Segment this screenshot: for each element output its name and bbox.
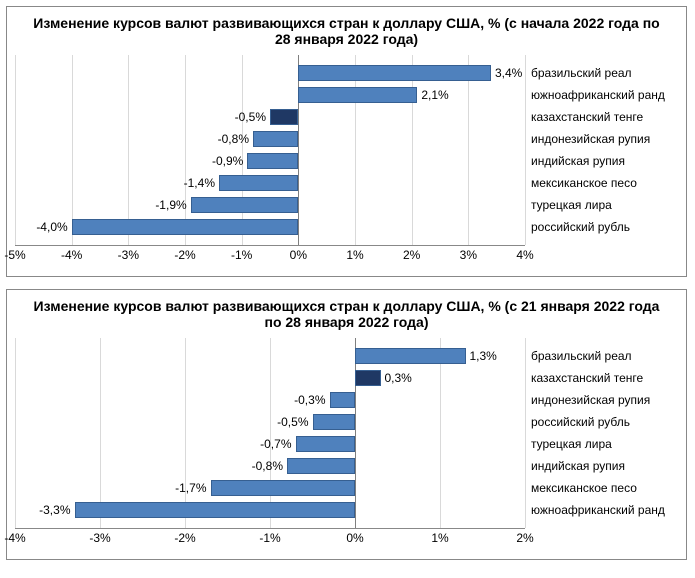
bar-value-label: -0,3% <box>294 392 325 408</box>
x-tick-label: 0% <box>290 248 307 262</box>
x-tick-label: 1% <box>431 531 448 545</box>
category-label: южноафриканский ранд <box>525 499 675 521</box>
bar <box>211 480 356 496</box>
plot-row: 1,3% 0,3% -0,3% -0,5% -0,7% -0,8% -1,7% -3,3% бр… <box>15 338 678 529</box>
plot-area: 3,4% 2,1% -0,5% -0,8% -0,9% -1,4% -1,9% -4,0% <box>15 55 525 246</box>
bar-value-label: 3,4% <box>495 65 522 81</box>
category-label: индонезийская рупия <box>525 128 675 150</box>
category-label: мексиканское песо <box>525 172 675 194</box>
gridline <box>128 55 129 245</box>
bar-value-label: -0,5% <box>235 109 266 125</box>
gridline <box>440 338 441 528</box>
bar-value-label: -1,4% <box>184 175 215 191</box>
gridline <box>525 55 526 245</box>
category-label: российский рубль <box>525 411 675 433</box>
plot-row: 3,4% 2,1% -0,5% -0,8% -0,9% -1,4% -1,9% -4,0% бр… <box>15 55 678 246</box>
gridline <box>15 338 16 528</box>
chart-title: Изменение курсов валют развивающихся стр… <box>25 15 668 47</box>
category-label: турецкая лира <box>525 433 675 455</box>
category-label: индийская рупия <box>525 455 675 477</box>
x-tick-label: -4% <box>61 248 82 262</box>
x-tick-label: 2% <box>516 531 533 545</box>
bar <box>313 414 356 430</box>
bar-value-label: -0,7% <box>260 436 291 452</box>
bar <box>355 348 466 364</box>
bar <box>219 175 298 191</box>
bar-value-label: -0,8% <box>252 458 283 474</box>
x-tick-label: 1% <box>346 248 363 262</box>
x-tick-label: -3% <box>118 248 139 262</box>
gridline <box>72 55 73 245</box>
category-label-column: бразильский реалюжноафриканский рандказа… <box>525 55 675 245</box>
x-tick-label: -1% <box>259 531 280 545</box>
chart-title: Изменение курсов валют развивающихся стр… <box>25 298 668 330</box>
bar <box>191 197 299 213</box>
gridline <box>15 55 16 245</box>
gridline <box>355 55 356 245</box>
bar-value-label: -1,7% <box>175 480 206 496</box>
x-tick-label: 0% <box>346 531 363 545</box>
category-label: южноафриканский ранд <box>525 84 675 106</box>
gridline <box>185 338 186 528</box>
bar <box>247 153 298 169</box>
bar <box>72 219 299 235</box>
gridline <box>412 55 413 245</box>
x-tick-label: 2% <box>403 248 420 262</box>
bar-value-label: 0,3% <box>385 370 412 386</box>
bar-value-label: -4,0% <box>36 219 67 235</box>
x-tick-label: -2% <box>174 248 195 262</box>
category-label: российский рубль <box>525 216 675 238</box>
bar-value-label: -3,3% <box>39 502 70 518</box>
x-tick-label: -3% <box>89 531 110 545</box>
category-label: индонезийская рупия <box>525 389 675 411</box>
gridline <box>270 338 271 528</box>
chart-panel: Изменение курсов валют развивающихся стр… <box>6 289 687 560</box>
bar-value-label: 1,3% <box>470 348 497 364</box>
bar <box>298 87 417 103</box>
bar <box>296 436 356 452</box>
x-tick-label: -1% <box>231 248 252 262</box>
x-tick-label: -2% <box>174 531 195 545</box>
x-tick-label: -4% <box>4 531 25 545</box>
bar-value-label: 2,1% <box>421 87 448 103</box>
category-label: казахстанский тенге <box>525 106 675 128</box>
plot-area: 1,3% 0,3% -0,3% -0,5% -0,7% -0,8% -1,7% -3,3% <box>15 338 525 529</box>
gridline <box>525 338 526 528</box>
category-label: мексиканское песо <box>525 477 675 499</box>
gridline <box>100 338 101 528</box>
bar-value-label: -0,5% <box>277 414 308 430</box>
category-label-column: бразильский реалказахстанский тенгеиндон… <box>525 338 675 528</box>
bar <box>287 458 355 474</box>
bar <box>270 109 298 125</box>
bar <box>75 502 356 518</box>
x-tick-label: -5% <box>4 248 25 262</box>
x-tick-label: 3% <box>460 248 477 262</box>
category-label: бразильский реал <box>525 62 675 84</box>
gridline <box>185 55 186 245</box>
category-label: бразильский реал <box>525 345 675 367</box>
gridline <box>298 55 299 245</box>
bar <box>330 392 356 408</box>
category-label: казахстанский тенге <box>525 367 675 389</box>
gridline <box>242 55 243 245</box>
category-label: турецкая лира <box>525 194 675 216</box>
bar-value-label: -0,8% <box>218 131 249 147</box>
bar-value-label: -0,9% <box>212 153 243 169</box>
bar <box>355 370 381 386</box>
gridline <box>355 338 356 528</box>
x-axis: -5%-4%-3%-2%-1%0%1%2%3%4% <box>15 248 525 266</box>
category-label: индийская рупия <box>525 150 675 172</box>
bar-value-label: -1,9% <box>155 197 186 213</box>
bar <box>253 131 298 147</box>
x-tick-label: 4% <box>516 248 533 262</box>
bar <box>298 65 491 81</box>
x-axis: -4%-3%-2%-1%0%1%2% <box>15 531 525 549</box>
chart-panel: Изменение курсов валют развивающихся стр… <box>6 6 687 277</box>
gridline <box>468 55 469 245</box>
